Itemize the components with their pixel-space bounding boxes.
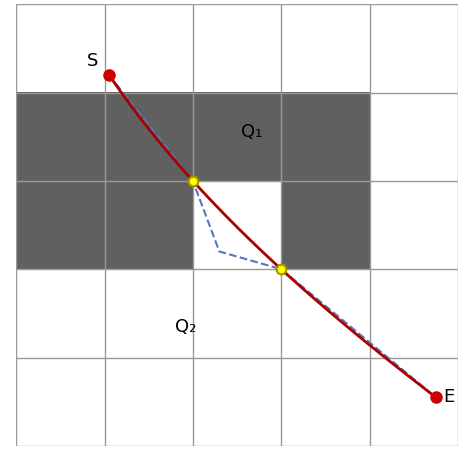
Bar — [16, 93, 104, 181]
Bar — [281, 93, 370, 181]
Bar — [16, 181, 104, 269]
Text: Q₁: Q₁ — [241, 123, 263, 141]
Bar — [193, 93, 281, 181]
Text: S: S — [87, 52, 98, 70]
Bar — [104, 181, 193, 269]
Bar — [104, 93, 193, 181]
Text: Q₂: Q₂ — [175, 318, 197, 336]
Bar — [281, 181, 370, 269]
Text: E: E — [443, 388, 454, 406]
